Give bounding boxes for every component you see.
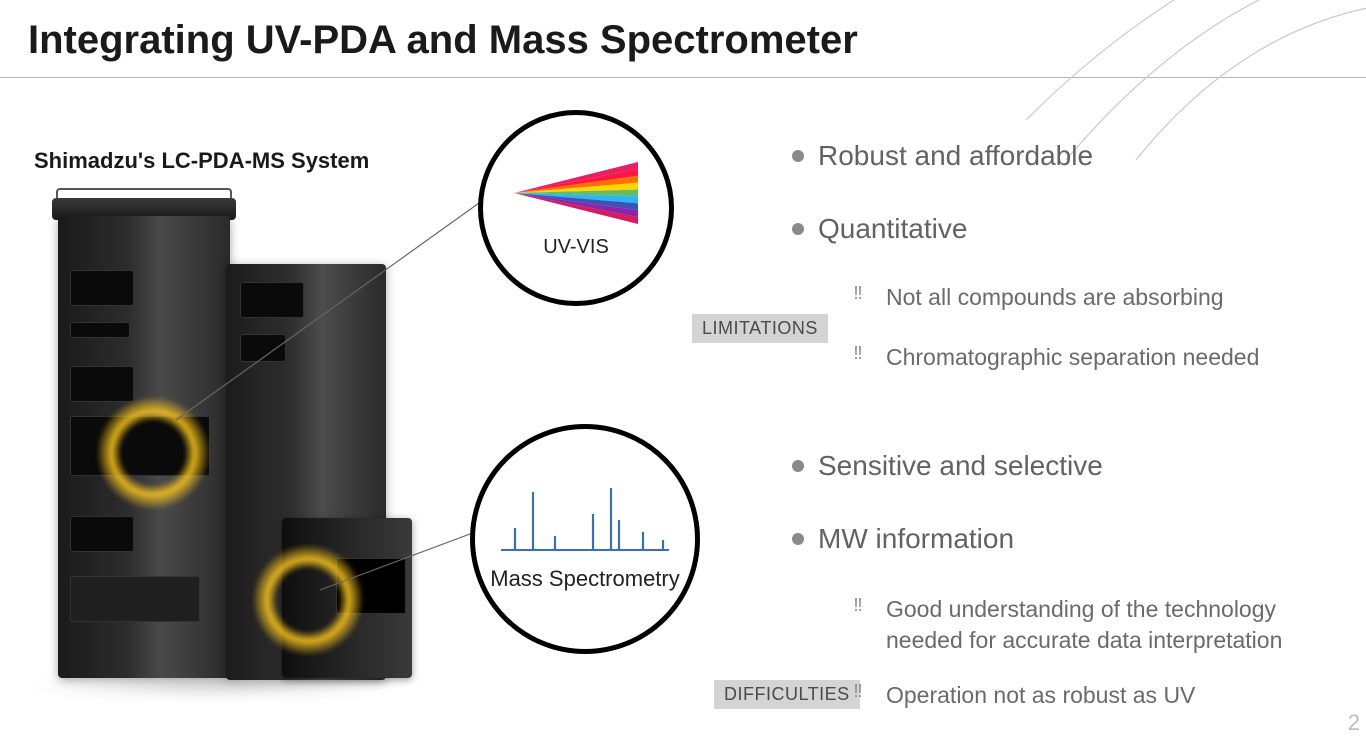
uvvis-note-1: ‼ Not all compounds are absorbing <box>852 282 1224 313</box>
double-exclaim-icon: ‼ <box>852 342 864 365</box>
bullet-dot-icon <box>792 150 804 162</box>
uvvis-label: UV-VIS <box>543 236 609 259</box>
uv-pda-highlight-glow <box>88 388 218 518</box>
ms-note-2: ‼ Operation not as robust as UV <box>852 680 1195 711</box>
difficulties-tag: DIFFICULTIES <box>714 680 860 709</box>
title-divider <box>0 77 1366 78</box>
slide-title: Integrating UV-PDA and Mass Spectrometer <box>0 0 1366 77</box>
double-exclaim-icon: ‼ <box>852 594 864 617</box>
ms-label: Mass Spectrometry <box>490 566 680 591</box>
limitations-tag: LIMITATIONS <box>692 314 828 343</box>
slide-subtitle: Shimadzu's LC-PDA-MS System <box>34 148 369 174</box>
spectrum-icon <box>495 486 675 558</box>
uvvis-bullet-2: Quantitative <box>792 213 967 245</box>
double-exclaim-icon: ‼ <box>852 680 864 703</box>
page-number: 2 <box>1348 710 1360 736</box>
instrument-illustration <box>22 198 402 696</box>
prism-icon <box>506 158 646 228</box>
bullet-dot-icon <box>792 223 804 235</box>
ms-bullet-1: Sensitive and selective <box>792 450 1103 482</box>
ms-bullet-2: MW information <box>792 523 1014 555</box>
bullet-dot-icon <box>792 533 804 545</box>
ms-circle: Mass Spectrometry <box>470 424 700 654</box>
uvvis-note-2: ‼ Chromatographic separation needed <box>852 342 1259 373</box>
uvvis-circle: UV-VIS <box>478 110 674 306</box>
ms-highlight-glow <box>244 536 372 664</box>
bullet-dot-icon <box>792 460 804 472</box>
double-exclaim-icon: ‼ <box>852 282 864 305</box>
uvvis-bullet-1: Robust and affordable <box>792 140 1093 172</box>
ms-note-1: ‼ Good understanding of the technology n… <box>852 594 1356 656</box>
